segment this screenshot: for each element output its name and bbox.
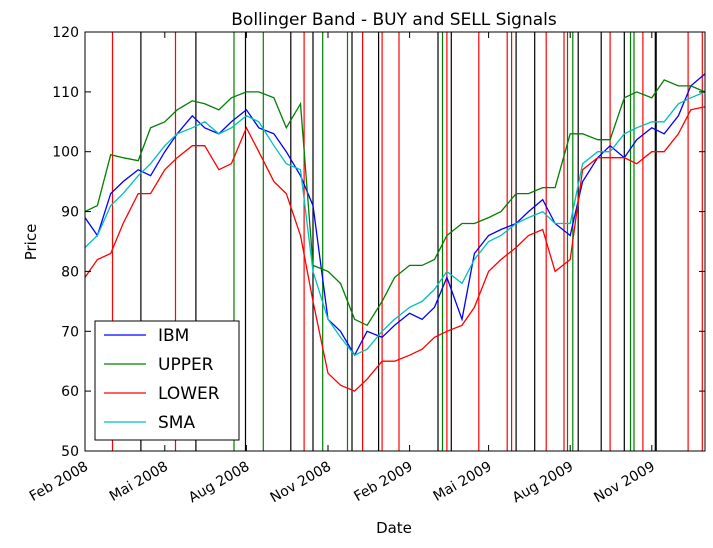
y-axis-label: Price — [22, 224, 40, 261]
legend-label-ibm: IBM — [158, 326, 189, 346]
x-tick-label: Aug 2009 — [510, 459, 576, 507]
y-tick-label: 120 — [52, 25, 79, 41]
legend-label-sma: SMA — [158, 413, 195, 433]
chart-title: Bollinger Band - BUY and SELL Signals — [231, 10, 557, 30]
y-tick-label: 90 — [61, 205, 79, 221]
plot-frame — [84, 31, 706, 452]
x-tick-label: Aug 2008 — [186, 459, 252, 507]
x-tick-label: Nov 2008 — [268, 459, 334, 507]
legend-label-upper: UPPER — [158, 355, 214, 375]
series-lower-line — [84, 106, 706, 392]
y-tick-label: 110 — [52, 85, 79, 101]
series-sma-line — [84, 91, 706, 357]
series-ibm-line — [84, 73, 706, 357]
x-tick-label: Nov 2009 — [591, 459, 657, 507]
y-tick-label: 50 — [61, 444, 79, 460]
legend: IBM UPPER LOWER SMA — [94, 320, 240, 441]
x-tick-label: Mai 2009 — [431, 459, 495, 505]
legend-label-lower: LOWER — [158, 384, 220, 404]
series-lines — [84, 73, 706, 392]
y-tick-label: 80 — [61, 264, 79, 280]
y-tick-label: 70 — [61, 324, 79, 340]
legend-box — [94, 320, 240, 441]
signal-lines — [111, 32, 703, 451]
y-tick-label: 100 — [52, 145, 79, 161]
x-tick-label: Feb 2009 — [351, 459, 415, 505]
x-tick-label: Mai 2008 — [107, 459, 171, 505]
series-upper-line — [84, 79, 706, 327]
x-axis-label: Date — [376, 519, 412, 537]
x-tick-label: Feb 2008 — [27, 459, 91, 505]
y-tick-label: 60 — [61, 384, 79, 400]
